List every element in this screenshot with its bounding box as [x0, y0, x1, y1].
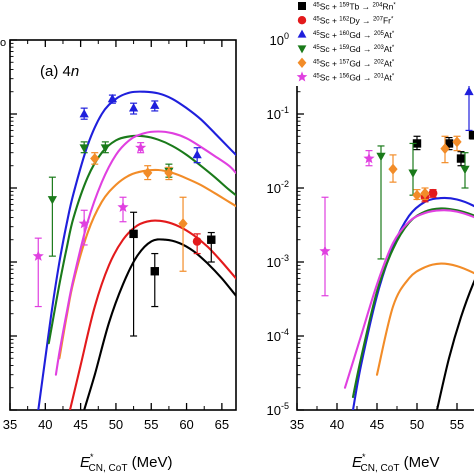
panel-a-curve-triangle-up: [37, 90, 236, 410]
panel-a-point-triangle-down: [47, 196, 57, 205]
panel-b-y-tick-label: 10-2: [267, 179, 289, 196]
panel-a-curve-triangle-down: [47, 134, 236, 345]
panel-a-point-triangle-down: [79, 144, 89, 153]
panel-b-point-diamond: [452, 136, 462, 148]
panel-a-point-square: [207, 235, 216, 244]
panel-a-point-diamond: [164, 167, 174, 179]
panel-b-curve-star: [343, 209, 474, 389]
panel-a-x-tick-label: 35: [3, 417, 17, 432]
legend-entry-label: 45Sc + 157Gd → 202At*: [313, 58, 395, 68]
legend-entry-label: 45Sc + 156Gd → 201At*: [313, 73, 395, 83]
panel-a-point-triangle-up: [128, 103, 139, 112]
panel-b-y-tick-label: 100: [270, 31, 289, 48]
panel-a-x-tick-label: 65: [215, 417, 229, 432]
panel-a-point-star: [78, 217, 90, 229]
panel-b-point-star: [319, 245, 331, 256]
legend-marker-star: [296, 71, 308, 82]
panel-b-x-tick-label: 40: [330, 417, 344, 432]
panel-a-curve-circle: [68, 219, 236, 410]
panel-b-frame: [296, 39, 474, 411]
legend-marker-diamond: [297, 57, 307, 68]
panel-a-point-diamond: [90, 153, 100, 165]
panel-a: 35 40 45 50 55 60 65 (a) 4n E* CN, CoT (MeV): [3, 39, 237, 474]
panel-a-x-tick-label: 60: [179, 417, 193, 432]
panel-a-point-triangle-down: [100, 144, 110, 153]
panel-b-point-circle: [428, 188, 438, 198]
panel-a-y-tick-fragment: o: [0, 37, 6, 49]
panel-a-x-tick-label: 50: [109, 417, 123, 432]
panel-b-point-diamond: [420, 187, 430, 199]
panel-b-x-tick-label: 55: [450, 417, 464, 432]
panel-a-point-square: [129, 229, 138, 239]
panel-a-plot-area: [32, 90, 236, 410]
legend-entry-label: 45Sc + 159Gd → 203At*: [313, 44, 395, 54]
panel-a-point-square: [150, 267, 159, 276]
legend-entry-label: 45Sc + 159Tb → 204Rn*: [313, 2, 396, 12]
panel-b-plot-area: [319, 73, 474, 410]
panel-a-point-star: [32, 250, 44, 261]
panel-b-point-triangle-down: [376, 152, 386, 162]
legend: 45Sc + 159Tb → 204Rn* 45Sc + 162Dy → 207F…: [296, 0, 474, 86]
panel-b-x-tick-label: 50: [410, 417, 424, 432]
legend-marker-triangle-up: [297, 29, 307, 38]
panel-b-point-triangle-up: [464, 86, 474, 96]
legend-entry-label: 45Sc + 160Gd → 205At*: [313, 30, 395, 40]
panel-a-point-star: [117, 201, 129, 212]
panel-a-x-axis-title: E* CN, CoT (MeV): [80, 452, 172, 474]
panel-a-label: (a) 4n: [40, 63, 79, 80]
panel-a-point-star: [135, 141, 147, 153]
panel-a-point-diamond: [143, 167, 153, 179]
panel-a-x-tick-label: 40: [38, 417, 52, 432]
panel-b-y-tick-label: 10-4: [267, 327, 289, 344]
panel-b-x-axis-title: E* CN, CoT (MeV: [352, 452, 439, 474]
legend-background: [296, 0, 474, 86]
panel-b-y-tick-label: 10-1: [267, 105, 289, 122]
panel-b-x-tick-label: 35: [290, 417, 304, 432]
panel-a-point-triangle-up: [79, 108, 89, 118]
panel-b-point-square: [456, 154, 466, 163]
legend-marker-circle: [297, 16, 307, 25]
panel-a-ticks: 35 40 45 50 55 60 65: [3, 39, 229, 432]
panel-b-y-tick-label: 10-3: [267, 253, 289, 270]
panel-b-x-tick-label: 45: [370, 417, 384, 432]
panel-a-x-tick-label: 55: [144, 417, 158, 432]
panel-a-curve-star: [54, 130, 236, 376]
panel-a-point-diamond: [178, 218, 188, 230]
panel-b-point-diamond: [412, 189, 422, 201]
panel-b-point-square: [468, 130, 474, 140]
panel-b-point-diamond: [388, 163, 398, 175]
panel-a-point-triangle-up: [192, 149, 202, 159]
legend-entry-label: 45Sc + 162Dy → 207Fr*: [313, 16, 394, 26]
panel-b-point-square: [412, 139, 422, 148]
panel-b-curve-triangle-down: [351, 207, 474, 399]
panel-b-point-triangle-down: [460, 165, 470, 175]
panel-a-curve-square: [83, 238, 236, 410]
panel-a-x-tick-label: 45: [73, 417, 87, 432]
panel-a-point-circle: [192, 236, 202, 246]
legend-marker-triangle-down: [297, 45, 307, 54]
panel-a-point-triangle-up: [150, 100, 160, 109]
panel-b-ticks: 35 40 45 50 55 10-5 10-4 10-3 10-2 10-1 100: [267, 31, 465, 432]
panel-a-point-triangle-up: [107, 93, 118, 103]
panel-a-frame: [9, 39, 237, 411]
legend-marker-square: [298, 2, 306, 10]
panel-b-point-star: [363, 152, 375, 164]
panel-b-point-diamond: [440, 143, 450, 155]
panel-b-curve-square: [435, 279, 474, 410]
panel-b-point-triangle-down: [408, 169, 418, 178]
panel-b-y-tick-label: 10-5: [267, 401, 289, 418]
panel-b-curve-diamond: [375, 262, 474, 376]
